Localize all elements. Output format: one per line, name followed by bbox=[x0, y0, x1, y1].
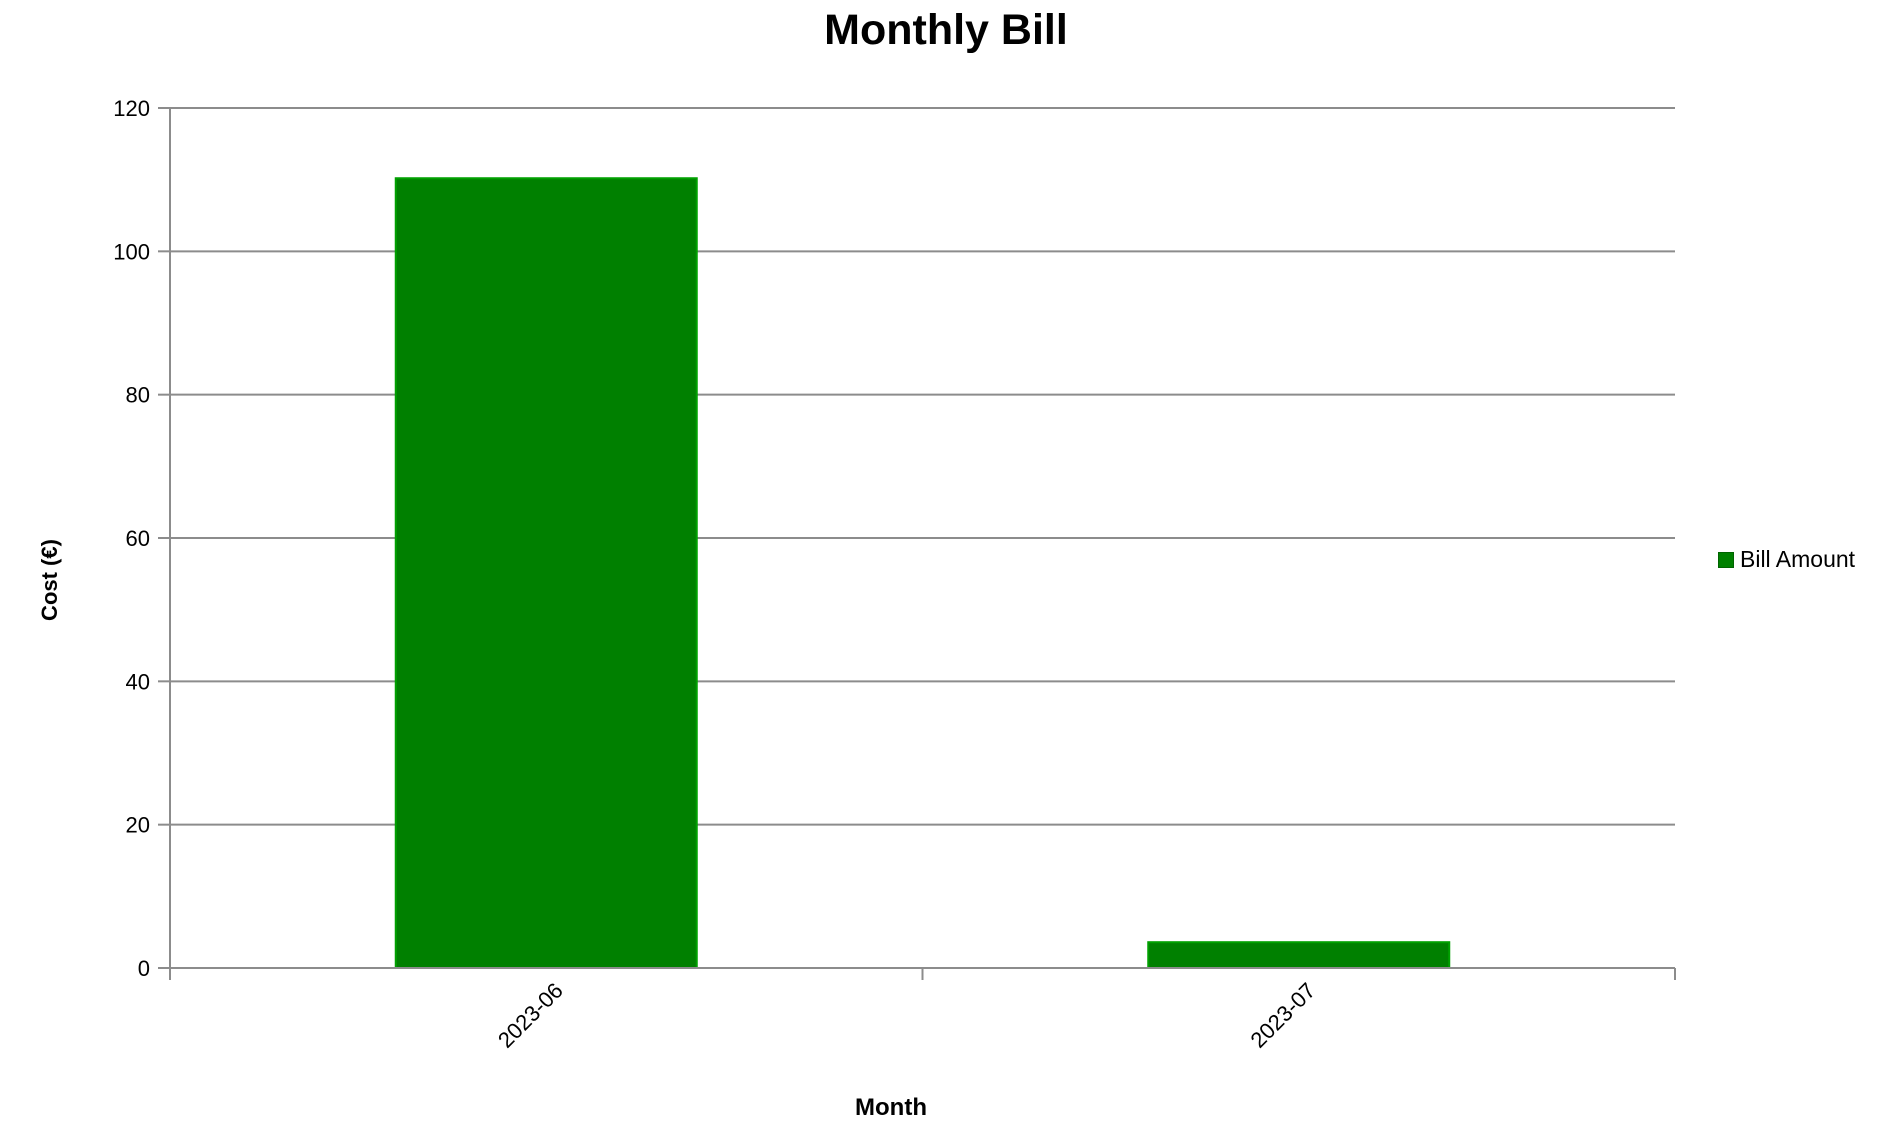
legend-label: Bill Amount bbox=[1740, 546, 1856, 572]
y-tick-label: 100 bbox=[113, 239, 150, 264]
x-tick-label: 2023-07 bbox=[1246, 978, 1321, 1053]
axes bbox=[158, 107, 1676, 980]
y-axis-title: Cost (€) bbox=[37, 539, 62, 621]
x-tick-label: 2023-06 bbox=[493, 978, 568, 1053]
legend-swatch bbox=[1718, 551, 1734, 568]
y-tick-label: 120 bbox=[113, 96, 150, 121]
x-axis-title: Month bbox=[855, 1094, 927, 1121]
y-tick-label: 0 bbox=[138, 956, 150, 981]
y-tick-label: 20 bbox=[126, 813, 150, 838]
bar-2023-07 bbox=[1147, 941, 1451, 970]
legend: Bill Amount bbox=[1718, 546, 1855, 573]
y-tick-label: 80 bbox=[126, 383, 150, 408]
bars bbox=[394, 177, 1451, 970]
chart-title: Monthly Bill bbox=[824, 6, 1068, 54]
y-tick-label: 40 bbox=[126, 669, 150, 694]
bar-2023-06 bbox=[394, 177, 698, 969]
y-tick-label: 60 bbox=[126, 526, 150, 551]
